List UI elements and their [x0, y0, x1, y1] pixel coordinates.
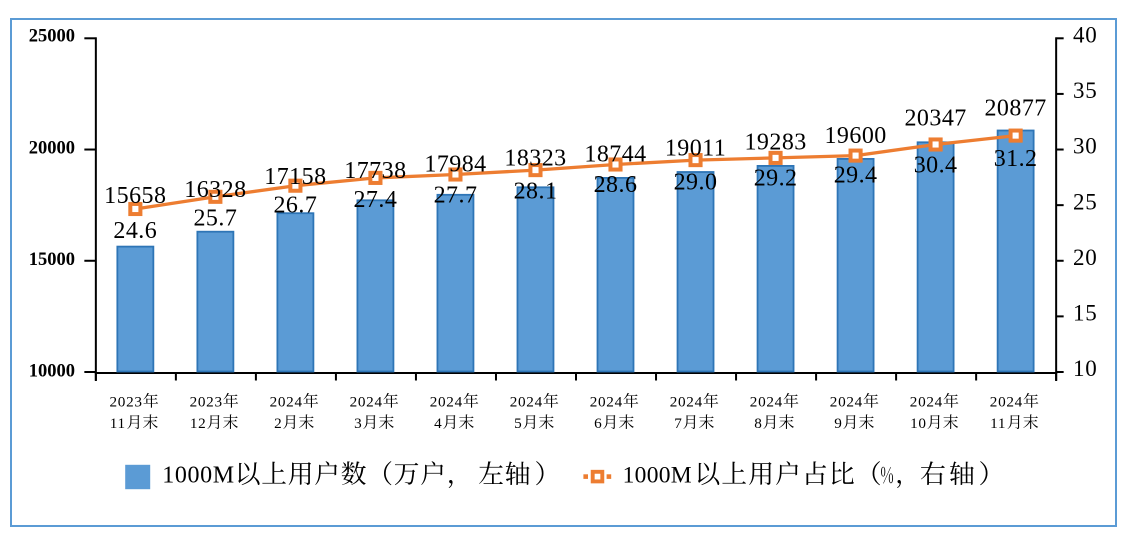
svg-text:12: 12 [190, 415, 207, 432]
svg-text:2024: 2024 [910, 394, 943, 411]
svg-text:29.0: 29.0 [674, 169, 718, 195]
svg-text:20: 20 [1073, 245, 1098, 270]
svg-text:29.2: 29.2 [754, 166, 798, 192]
svg-text:28.1: 28.1 [514, 179, 558, 205]
svg-text:31.2: 31.2 [994, 146, 1038, 172]
svg-text:2024: 2024 [830, 394, 863, 411]
svg-text:9: 9 [834, 415, 842, 432]
svg-text:17984: 17984 [424, 151, 486, 177]
svg-text:2023: 2023 [190, 394, 223, 411]
svg-text:2024: 2024 [270, 394, 303, 411]
svg-text:6: 6 [594, 415, 602, 432]
svg-text:16328: 16328 [184, 177, 246, 203]
svg-text:18744: 18744 [584, 141, 646, 167]
svg-text:11: 11 [110, 415, 126, 432]
svg-text:2024: 2024 [750, 394, 783, 411]
svg-text:4: 4 [434, 415, 442, 432]
svg-text:28.6: 28.6 [594, 172, 638, 198]
svg-text:15000: 15000 [29, 250, 75, 270]
svg-text:30.4: 30.4 [914, 153, 958, 179]
svg-text:5: 5 [514, 415, 522, 432]
svg-text:24.6: 24.6 [113, 218, 157, 244]
svg-text:26.7: 26.7 [273, 193, 317, 219]
svg-text:2024: 2024 [670, 394, 703, 411]
svg-text:25.7: 25.7 [193, 206, 237, 232]
svg-text:10: 10 [1073, 356, 1098, 381]
svg-text:1000M: 1000M [623, 463, 692, 489]
svg-text:18323: 18323 [504, 146, 566, 172]
svg-text:20877: 20877 [984, 96, 1046, 122]
svg-text:19283: 19283 [744, 130, 806, 156]
svg-text:2024: 2024 [430, 394, 463, 411]
svg-text:2024: 2024 [990, 394, 1023, 411]
svg-text:17738: 17738 [344, 158, 406, 184]
svg-text:40: 40 [1073, 22, 1098, 47]
svg-text:10000: 10000 [29, 362, 75, 382]
svg-text:35: 35 [1073, 78, 1098, 103]
svg-text:29.4: 29.4 [834, 163, 878, 189]
svg-text:1000M: 1000M [162, 463, 234, 489]
svg-text:27.4: 27.4 [353, 187, 397, 213]
svg-text:25000: 25000 [29, 27, 75, 47]
svg-text:3: 3 [354, 415, 362, 432]
svg-text:2024: 2024 [350, 394, 383, 411]
svg-text:27.7: 27.7 [434, 183, 478, 209]
svg-text:20347: 20347 [904, 106, 966, 132]
svg-text:17158: 17158 [264, 164, 326, 190]
svg-text:25: 25 [1073, 189, 1098, 214]
svg-text:10: 10 [910, 415, 927, 432]
svg-text:8: 8 [754, 415, 762, 432]
svg-text:30: 30 [1073, 134, 1098, 159]
svg-text:15: 15 [1073, 301, 1098, 326]
svg-text:20000: 20000 [29, 138, 75, 158]
svg-text:2: 2 [274, 415, 282, 432]
svg-text:7: 7 [674, 415, 682, 432]
svg-text:2024: 2024 [510, 394, 543, 411]
svg-text:11: 11 [990, 415, 1006, 432]
svg-text:15658: 15658 [104, 183, 166, 209]
svg-text:2024: 2024 [590, 394, 623, 411]
svg-text:2023: 2023 [110, 394, 143, 411]
svg-text:19011: 19011 [665, 136, 726, 162]
svg-text:19600: 19600 [824, 123, 886, 149]
